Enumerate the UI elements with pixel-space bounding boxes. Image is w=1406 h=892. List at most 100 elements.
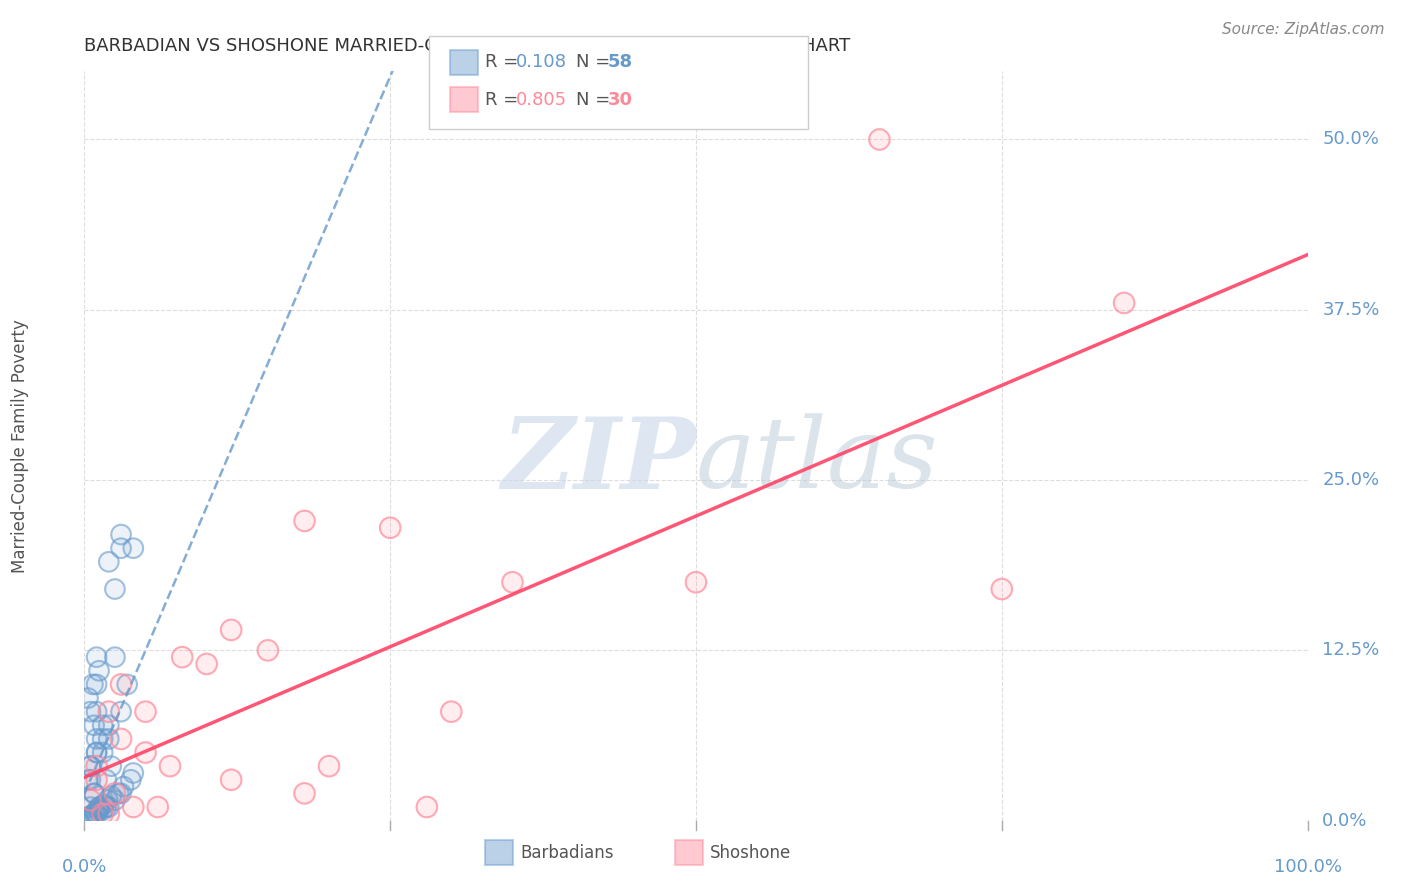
Point (83, 806, 105, 821)
Point (416, 800, 439, 814)
Point (110, 677, 132, 691)
Point (146, 800, 169, 814)
Point (79, 772, 101, 787)
Point (84, 805, 107, 820)
Point (104, 786, 127, 800)
Text: N =: N = (576, 54, 616, 71)
Point (83, 718, 105, 732)
Point (115, 677, 138, 691)
Point (91, 731, 114, 746)
Point (135, 746, 157, 760)
Text: 12.5%: 12.5% (1322, 641, 1379, 659)
Point (97, 793, 120, 807)
Point (110, 527, 132, 541)
Point (91, 803, 114, 817)
Point (79, 759, 101, 773)
Point (97, 793, 120, 807)
Point (110, 786, 132, 800)
Point (135, 705, 157, 719)
Point (91, 806, 114, 821)
Point (257, 643, 280, 657)
Point (77, 812, 100, 826)
Text: 0.108: 0.108 (516, 54, 567, 71)
Point (100, 789, 122, 804)
Point (91, 803, 114, 817)
Text: 0.805: 0.805 (516, 91, 567, 109)
Point (685, 575, 707, 590)
Point (110, 527, 132, 541)
Point (84, 805, 107, 820)
Point (91, 731, 114, 746)
Point (96, 772, 118, 787)
Point (110, 705, 132, 719)
Point (195, 657, 218, 671)
Point (97, 555, 120, 569)
Point (219, 623, 242, 637)
Point (87, 664, 110, 678)
Point (96, 800, 118, 814)
Point (110, 541, 132, 556)
Point (76, 814, 98, 828)
Point (86, 746, 108, 760)
Text: Barbadians: Barbadians (520, 844, 614, 862)
Point (107, 786, 129, 800)
Point (86, 746, 108, 760)
Point (83, 786, 105, 800)
Point (91, 746, 114, 760)
Point (172, 650, 194, 665)
Point (80, 808, 103, 822)
Point (869, 132, 891, 146)
Point (79, 793, 101, 807)
Point (91, 718, 114, 732)
Point (86, 650, 108, 665)
Point (86, 772, 108, 787)
Point (79, 759, 101, 773)
Text: Shoshone: Shoshone (710, 844, 792, 862)
Point (87, 803, 110, 817)
Point (91, 746, 114, 760)
Point (86, 759, 108, 773)
Point (440, 705, 463, 719)
Point (83, 786, 105, 800)
Point (91, 806, 114, 821)
Point (318, 759, 340, 773)
Point (87, 803, 110, 817)
Point (122, 766, 145, 780)
Point (219, 623, 242, 637)
Point (195, 657, 218, 671)
Point (87, 800, 110, 814)
Point (110, 541, 132, 556)
Point (318, 759, 340, 773)
Point (97, 800, 120, 814)
Point (77, 772, 100, 787)
Point (122, 800, 145, 814)
Text: 30: 30 (607, 91, 633, 109)
Point (86, 759, 108, 773)
Point (104, 582, 127, 596)
Point (115, 677, 138, 691)
Text: 58: 58 (607, 54, 633, 71)
Point (93, 797, 115, 812)
Point (257, 643, 280, 657)
Point (79, 793, 101, 807)
Point (294, 514, 316, 528)
Point (110, 731, 132, 746)
Point (79, 800, 101, 814)
Point (82, 677, 104, 691)
Point (110, 731, 132, 746)
Point (100, 759, 122, 773)
Point (159, 759, 181, 773)
Point (83, 806, 105, 821)
Point (380, 521, 402, 535)
Point (77, 691, 100, 706)
Point (97, 718, 120, 732)
Point (135, 746, 157, 760)
Point (122, 800, 145, 814)
Point (89, 800, 111, 814)
Point (122, 766, 145, 780)
Point (869, 132, 891, 146)
Point (100, 759, 122, 773)
Point (1114, 296, 1136, 310)
Point (97, 718, 120, 732)
Text: 0.0%: 0.0% (62, 858, 107, 876)
